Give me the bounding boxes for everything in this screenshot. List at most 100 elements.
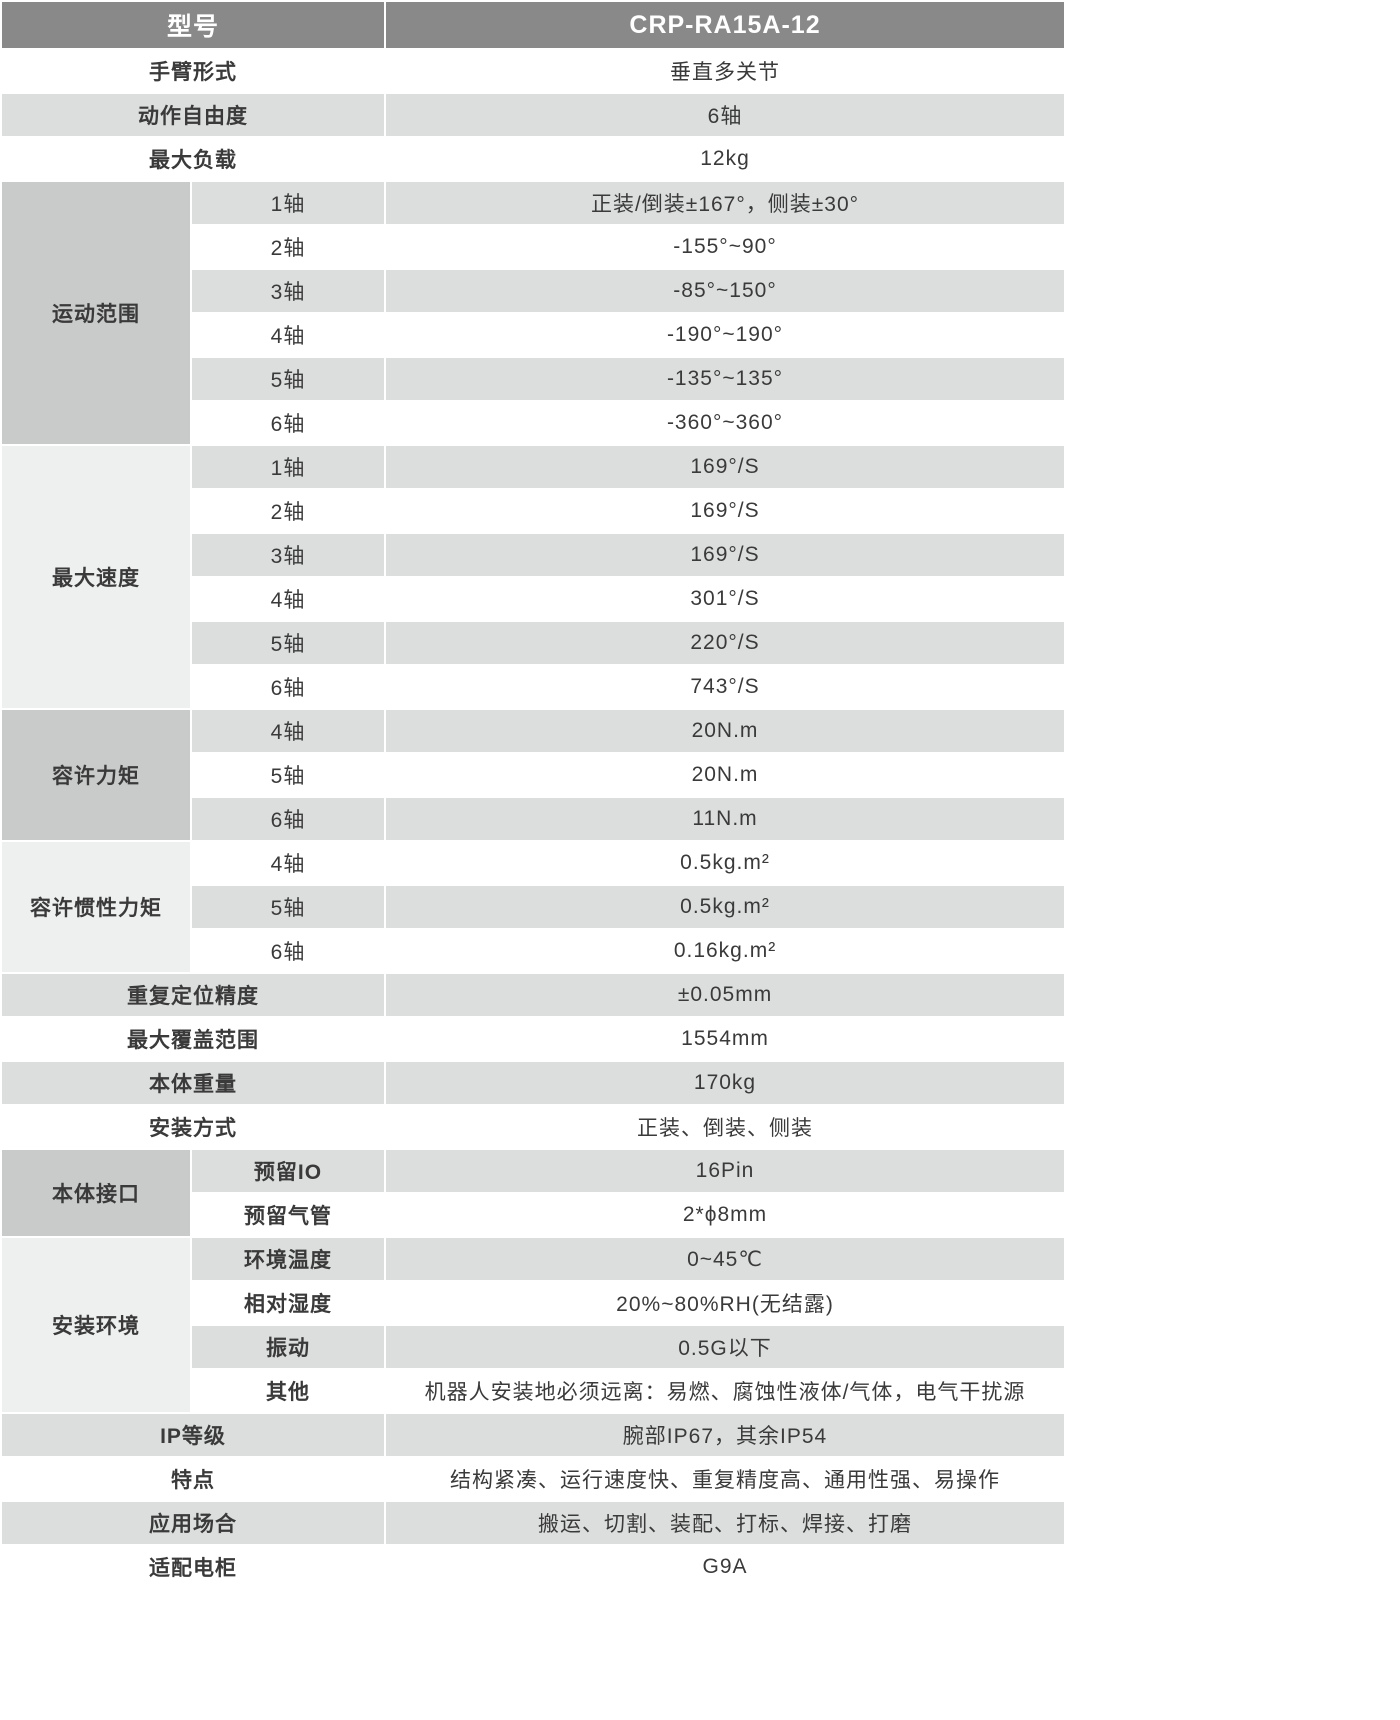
sub-label: 3轴 — [189, 532, 387, 578]
row-value: 0.5kg.m² — [384, 884, 1066, 930]
table-row: 最大负载 12kg — [0, 136, 1066, 182]
row-value: 搬运、切割、装配、打标、焊接、打磨 — [384, 1500, 1066, 1546]
sub-label: 4轴 — [189, 576, 387, 622]
table-row: 2轴 -155°~90° — [1, 224, 1066, 270]
sub-label: 相对湿度 — [189, 1280, 387, 1326]
sub-label: 5轴 — [189, 356, 387, 402]
row-label: 应用场合 — [0, 1500, 387, 1546]
table-row: 最大速度 1轴 169°/S — [0, 444, 1066, 710]
sub-label: 6轴 — [189, 928, 387, 974]
row-value: 机器人安装地必须远离：易燃、腐蚀性液体/气体，电气干扰源 — [384, 1368, 1066, 1414]
sub-label: 其他 — [189, 1368, 387, 1414]
sub-label: 5轴 — [189, 752, 387, 798]
table-row: 2轴 169°/S — [1, 488, 1066, 534]
group-label: 容许力矩 — [0, 708, 192, 842]
row-value: 1554mm — [384, 1016, 1066, 1062]
row-label: 手臂形式 — [0, 48, 387, 94]
sub-label: 4轴 — [189, 708, 387, 754]
row-value: 垂直多关节 — [384, 48, 1066, 94]
sub-label: 1轴 — [189, 444, 387, 490]
sub-label: 环境温度 — [189, 1236, 387, 1282]
sub-label: 4轴 — [189, 312, 387, 358]
row-value: 11N.m — [384, 796, 1066, 842]
row-value: 12kg — [384, 136, 1066, 182]
row-value: 301°/S — [384, 576, 1066, 622]
row-value: 0.5G以下 — [384, 1324, 1066, 1370]
header-label: 型号 — [0, 0, 387, 50]
table-row: 容许惯性力矩 4轴 0.5kg.m² — [0, 840, 1066, 974]
row-value: -135°~135° — [384, 356, 1066, 402]
table-row: 本体接口 预留IO 16Pin — [0, 1148, 1066, 1238]
sub-label: 6轴 — [189, 796, 387, 842]
table-row: 应用场合 搬运、切割、装配、打标、焊接、打磨 — [0, 1500, 1066, 1546]
sub-label: 4轴 — [189, 840, 387, 886]
row-value: 0.16kg.m² — [384, 928, 1066, 974]
row-label: 最大负载 — [0, 136, 387, 182]
row-value: 2*ϕ8mm — [384, 1192, 1066, 1238]
table-row: IP等级 腕部IP67，其余IP54 — [0, 1412, 1066, 1458]
table-row: 5轴 20N.m — [1, 752, 1066, 798]
row-label: 特点 — [0, 1456, 387, 1502]
table-row: 振动 0.5G以下 — [1, 1324, 1066, 1370]
row-value: 16Pin — [384, 1148, 1066, 1194]
group-label: 本体接口 — [0, 1148, 192, 1238]
row-label: 本体重量 — [0, 1060, 387, 1106]
table-row: 动作自由度 6轴 — [0, 92, 1066, 138]
table-row: 6轴 -360°~360° — [1, 400, 1066, 446]
sub-label: 振动 — [189, 1324, 387, 1370]
row-value: 0~45℃ — [384, 1236, 1066, 1282]
sub-label: 5轴 — [189, 884, 387, 930]
sub-label: 3轴 — [189, 268, 387, 314]
row-value: 正装/倒装±167°，侧装±30° — [384, 180, 1066, 226]
table-row: 相对湿度 20%~80%RH(无结露) — [1, 1280, 1066, 1326]
table-row: 特点 结构紧凑、运行速度快、重复精度高、通用性强、易操作 — [0, 1456, 1066, 1502]
row-value: 20N.m — [384, 708, 1066, 754]
group-label: 运动范围 — [0, 180, 192, 446]
table-row: 6轴 11N.m — [1, 796, 1066, 842]
row-value: -190°~190° — [384, 312, 1066, 358]
row-label: 适配电柜 — [0, 1544, 387, 1590]
row-value: 170kg — [384, 1060, 1066, 1106]
sub-label: 1轴 — [189, 180, 387, 226]
table-row: 4轴 -190°~190° — [1, 312, 1066, 358]
table-row: 3轴 -85°~150° — [1, 268, 1066, 314]
row-value: 220°/S — [384, 620, 1066, 666]
row-label: 安装方式 — [0, 1104, 387, 1150]
row-value: 0.5kg.m² — [384, 840, 1066, 886]
table-row: 容许力矩 4轴 20N.m — [0, 708, 1066, 842]
row-value: -85°~150° — [384, 268, 1066, 314]
row-value: 腕部IP67，其余IP54 — [384, 1412, 1066, 1458]
table-row: 安装方式 正装、倒装、侧装 — [0, 1104, 1066, 1150]
table-row: 6轴 0.16kg.m² — [1, 928, 1066, 974]
row-value: G9A — [384, 1544, 1066, 1590]
table-row: 3轴 169°/S — [1, 532, 1066, 578]
table-row: 其他 机器人安装地必须远离：易燃、腐蚀性液体/气体，电气干扰源 — [1, 1368, 1066, 1414]
row-value: 结构紧凑、运行速度快、重复精度高、通用性强、易操作 — [384, 1456, 1066, 1502]
row-value: 169°/S — [384, 488, 1066, 534]
row-value: 20%~80%RH(无结露) — [384, 1280, 1066, 1326]
group-label: 容许惯性力矩 — [0, 840, 192, 974]
row-value: -155°~90° — [384, 224, 1066, 270]
sub-label: 2轴 — [189, 224, 387, 270]
row-label: 重复定位精度 — [0, 972, 387, 1018]
table-row: 重复定位精度 ±0.05mm — [0, 972, 1066, 1018]
table-row: 5轴 0.5kg.m² — [1, 884, 1066, 930]
sub-label: 2轴 — [189, 488, 387, 534]
row-value: 正装、倒装、侧装 — [384, 1104, 1066, 1150]
sub-label: 5轴 — [189, 620, 387, 666]
table-row: 适配电柜 G9A — [0, 1544, 1066, 1590]
row-value: -360°~360° — [384, 400, 1066, 446]
row-value: 6轴 — [384, 92, 1066, 138]
row-label: 最大覆盖范围 — [0, 1016, 387, 1062]
sub-label: 预留IO — [189, 1148, 387, 1194]
table-row: 手臂形式 垂直多关节 — [0, 48, 1066, 94]
sub-label: 6轴 — [189, 400, 387, 446]
table-row: 5轴 -135°~135° — [1, 356, 1066, 402]
sub-label: 预留气管 — [189, 1192, 387, 1238]
row-value: 743°/S — [384, 664, 1066, 710]
table-row: 6轴 743°/S — [1, 664, 1066, 710]
table-row: 预留气管 2*ϕ8mm — [1, 1192, 1066, 1238]
spec-table: 型号 CRP-RA15A-12 手臂形式 垂直多关节 动作自由度 6轴 最大负载 12kg… — [0, 0, 1066, 1590]
row-value: 169°/S — [384, 444, 1066, 490]
row-label: 动作自由度 — [0, 92, 387, 138]
